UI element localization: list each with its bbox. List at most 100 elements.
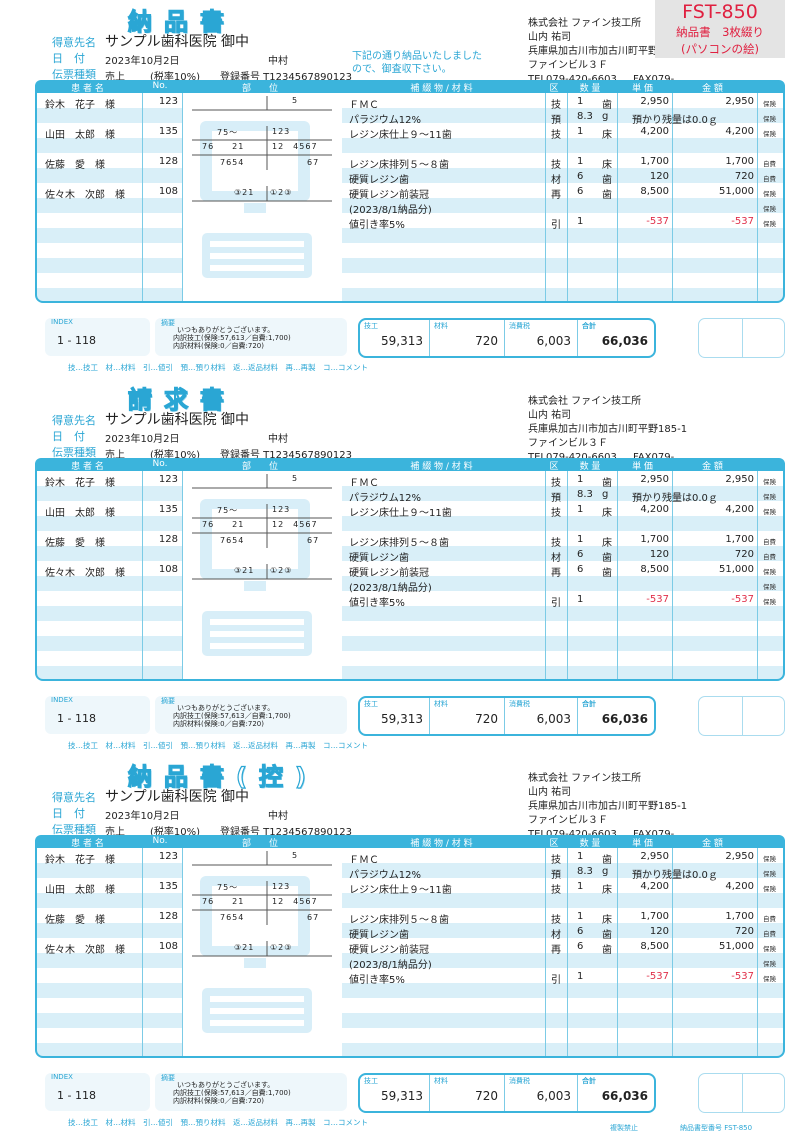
table-header: 患 者 名 No. 部 位 補 綴 物 / 材 料 区 数 量 単 価 金 額	[35, 458, 785, 472]
item-qty: 6	[577, 186, 584, 197]
index-box: INDEX 1 - 118	[45, 1073, 150, 1111]
total-2: 消費税 6,003	[505, 320, 578, 356]
insurance-tag: 保険	[763, 493, 776, 501]
summary-line: 内訳技工(保険:57,613／自費:1,700)	[173, 712, 291, 720]
patient-name: 鈴木 花子 様	[45, 478, 115, 489]
item-unit: 歯	[602, 175, 612, 186]
item-kubun: 技	[551, 130, 561, 141]
item-kubun: 技	[551, 508, 561, 519]
column-header: 単 価	[632, 839, 653, 849]
dental-chart: 5 75～ 123 76 21 12 4567 7654 67 ③21 ①2③	[182, 93, 342, 301]
patient-number: 128	[158, 911, 178, 922]
item-price: -537	[646, 594, 669, 605]
stamp-box	[698, 318, 785, 358]
item-note: 預かり残量は0.0ｇ	[632, 115, 718, 126]
item-name: 硬質レジン前装冠	[349, 190, 429, 201]
patient-number: 135	[158, 504, 178, 515]
item-qty: 6	[577, 926, 584, 937]
table-body: 5 75～ 123 76 21 12 4567 7654 67 ③21 ①2③ 鈴木 花子 様 12…	[35, 471, 785, 681]
item-price: 2,950	[640, 474, 669, 485]
item-unit: g	[602, 111, 609, 122]
stamp-code: FST-850	[682, 1, 758, 23]
stamp-box-divider	[742, 697, 743, 735]
item-unit: 床	[602, 885, 612, 896]
column-header: 単 価	[632, 462, 653, 472]
total-label: 技工	[364, 1077, 378, 1085]
model-number: 納品書型番号 FST-850	[680, 1124, 753, 1132]
chart-notation: 12 4567	[272, 520, 318, 529]
item-price: 2,950	[640, 96, 669, 107]
total-1: 材料 720	[430, 1075, 505, 1111]
insurance-tag: 保険	[763, 975, 776, 983]
column-header: 区	[549, 839, 559, 849]
stamp-note: (パソコンの絵)	[681, 42, 759, 56]
item-kubun: 再	[551, 190, 561, 201]
chart-notation: ①2③	[270, 566, 293, 575]
chart-notation: 76 21	[202, 520, 245, 529]
total-label: 消費税	[509, 322, 530, 330]
column-header: 部 位	[241, 462, 278, 472]
column-divider	[757, 848, 758, 1056]
item-amount: -537	[731, 594, 754, 605]
item-name: ＦＭＣ	[349, 478, 379, 489]
date-value: 2023年10月2日	[105, 434, 180, 445]
item-name: 硬質レジン歯	[349, 175, 409, 186]
company-block: 株式会社 ファイン技工所 山内 祐司 兵庫県加古川市加古川町平野185-1 ファインビ…	[528, 772, 687, 854]
item-qty: 1	[577, 534, 584, 545]
item-qty: 1	[577, 474, 584, 485]
insurance-tag: 保険	[763, 205, 776, 213]
item-unit: 床	[602, 538, 612, 549]
item-name: (2023/8/1納品分)	[349, 205, 432, 216]
item-note: 預かり残量は0.0ｇ	[632, 493, 718, 504]
item-qty: 1	[577, 851, 584, 862]
chart-notation: 75～	[217, 506, 239, 515]
summary-box: 摘要 いつもありがとうございます。 内訳技工(保険:57,613／自費:1,700)…	[155, 1073, 347, 1111]
patient-number: 128	[158, 534, 178, 545]
chart-notation: 76 21	[202, 142, 245, 151]
index-value: 1 - 118	[57, 334, 96, 347]
client-name: サンプル歯科医院 御中	[105, 789, 250, 805]
summary-line: 内訳材料(保険:0／自費:720)	[173, 1097, 264, 1105]
item-unit: 歯	[602, 568, 612, 579]
patient-name: 山田 太郎 様	[45, 130, 115, 141]
column-divider	[142, 93, 143, 301]
insurance-tag: 自費	[763, 160, 776, 168]
slip-section: 納品書 得意先名 サンプル歯科医院 御中日 付 2023年10月2日 中村 伝票種類 売上 (…	[0, 0, 800, 377]
column-header: 数 量	[579, 839, 601, 849]
total-label: 消費税	[509, 1077, 530, 1085]
item-amount: 1,700	[725, 911, 754, 922]
column-divider	[672, 471, 673, 679]
insurance-tag: 保険	[763, 855, 776, 863]
item-name: ＦＭＣ	[349, 855, 379, 866]
date-label: 日 付	[52, 52, 85, 65]
patient-number: 128	[158, 156, 178, 167]
total-value: 720	[475, 334, 498, 348]
item-name: 硬質レジン歯	[349, 553, 409, 564]
insurance-tag: 自費	[763, 538, 776, 546]
index-label: INDEX	[51, 1073, 73, 1081]
index-label: INDEX	[51, 318, 73, 326]
insurance-tag: 保険	[763, 885, 776, 893]
column-header: 金 額	[702, 84, 723, 94]
column-divider	[757, 471, 758, 679]
item-qty: 1	[577, 504, 584, 515]
item-name: (2023/8/1納品分)	[349, 960, 432, 971]
total-2: 消費税 6,003	[505, 698, 578, 734]
item-unit: 歯	[602, 553, 612, 564]
total-label: 材料	[434, 322, 448, 330]
message-line: ので、御査収下さい。	[352, 64, 452, 75]
insurance-tag: 保険	[763, 190, 776, 198]
chart-notation: 12 4567	[272, 142, 318, 151]
chart-notation: 75～	[217, 128, 239, 137]
summary-line: いつもありがとうございます。	[177, 704, 275, 712]
chart-notation: 123	[272, 882, 291, 891]
slip-type-label: 伝票種類	[52, 68, 96, 81]
total-value: 66,036	[601, 334, 648, 348]
slip-title: 納品書	[127, 7, 236, 36]
item-price: 120	[649, 171, 669, 182]
patient-number: 123	[158, 96, 178, 107]
item-price: 8,500	[640, 564, 669, 575]
insurance-tag: 保険	[763, 960, 776, 968]
item-name: レジン床排列５～８歯	[349, 160, 449, 171]
item-name: 硬質レジン前装冠	[349, 568, 429, 579]
